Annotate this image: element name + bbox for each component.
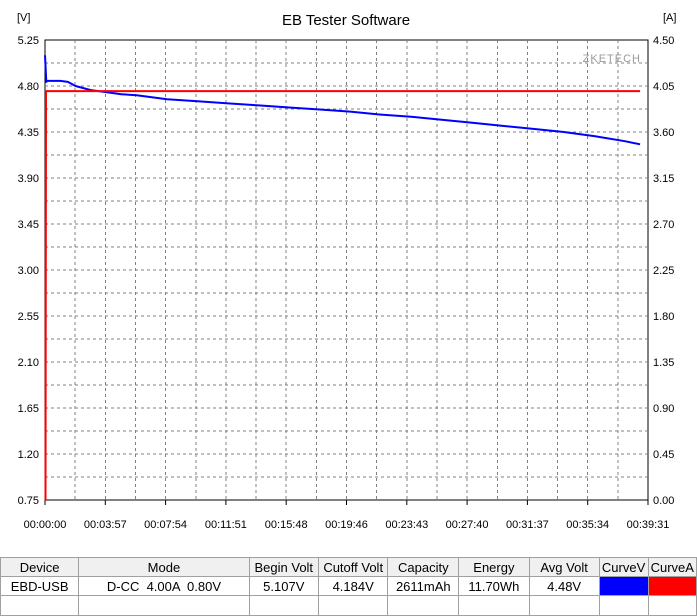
curve-v-swatch[interactable] — [600, 577, 648, 595]
y-right-tick-label: 0.45 — [653, 449, 674, 461]
right-axis-ticks: 4.50 4.05 3.60 3.15 2.70 2.25 1.80 1.35 0.90 0.45… — [653, 35, 674, 507]
y-right-tick-label: 4.05 — [653, 81, 674, 93]
y-right-tick-label: 1.80 — [653, 311, 674, 323]
x-tick-label: 00:27:40 — [446, 519, 489, 531]
results-header-row: Device Mode Begin Volt Cutoff Volt Capac… — [0, 557, 697, 577]
series-line-curvea — [44, 90, 641, 501]
empty-cell — [248, 595, 319, 616]
y-left-tick-label: 1.20 — [18, 449, 39, 461]
results-table: Device Mode Begin Volt Cutoff Volt Capac… — [0, 557, 697, 616]
x-tick-label: 00:03:57 — [84, 519, 127, 531]
header-device: Device — [0, 557, 80, 577]
y-left-tick-label: 0.75 — [18, 495, 39, 507]
y-left-tick-label: 4.80 — [18, 81, 39, 93]
y-right-tick-label: 4.50 — [653, 35, 674, 47]
x-tick-label: 00:11:51 — [205, 519, 247, 531]
header-curve-a: CurveA — [647, 557, 697, 577]
empty-cell — [78, 595, 250, 616]
empty-cell — [387, 595, 460, 616]
empty-cell — [458, 595, 530, 616]
x-tick-label: 00:23:43 — [385, 519, 428, 531]
header-cutoff-volt: Cutoff Volt — [317, 557, 389, 577]
results-data-row[interactable]: EBD-USB D-CC 4.00A 0.80V 5.107V 4.184V 2… — [0, 576, 697, 596]
chart-title: EB Tester Software — [282, 12, 410, 29]
y-left-tick-label: 4.35 — [18, 127, 39, 139]
empty-cell — [647, 595, 697, 616]
y-right-tick-label: 1.35 — [653, 357, 674, 369]
x-tick-label: 00:07:54 — [144, 519, 187, 531]
series-line-curvev — [44, 55, 641, 146]
empty-cell — [528, 595, 600, 616]
eb-tester-chart: EB Tester Software [V] [A] 5.25 4.80 4.35 3… — [17, 12, 676, 531]
y-right-tick-label: 0.00 — [653, 495, 674, 507]
header-curve-v: CurveV — [598, 557, 649, 577]
cell-mode: D-CC 4.00A 0.80V — [78, 576, 250, 596]
y-right-tick-label: 2.70 — [653, 219, 674, 231]
series-layer — [44, 55, 641, 501]
y-left-tick-label: 5.25 — [18, 35, 39, 47]
cell-curve-v-color[interactable] — [598, 576, 649, 596]
empty-cell — [317, 595, 389, 616]
left-axis-ticks: 5.25 4.80 4.35 3.90 3.45 3.00 2.55 2.10 1.65 1.20… — [18, 35, 39, 507]
y-left-tick-label: 2.10 — [18, 357, 39, 369]
y-left-tick-label: 1.65 — [18, 403, 39, 415]
empty-cell — [0, 595, 80, 616]
y-left-tick-label: 3.90 — [18, 173, 39, 185]
y-left-tick-label: 3.45 — [18, 219, 39, 231]
x-axis-ticks: 00:00:00 00:03:57 00:07:54 00:11:51 00:15:48… — [24, 500, 670, 531]
y-right-tick-label: 3.15 — [653, 173, 674, 185]
x-tick-label: 00:00:00 — [24, 519, 67, 531]
y-left-tick-label: 2.55 — [18, 311, 39, 323]
header-mode: Mode — [78, 557, 250, 577]
y-right-tick-label: 0.90 — [653, 403, 674, 415]
header-begin-volt: Begin Volt — [248, 557, 319, 577]
x-tick-label: 00:19:46 — [325, 519, 368, 531]
cell-device: EBD-USB — [0, 576, 80, 596]
x-tick-label: 00:15:48 — [265, 519, 308, 531]
horizontal-grid — [45, 62, 648, 478]
y-right-unit: [A] — [663, 12, 676, 24]
cell-avg-volt: 4.48V — [528, 576, 600, 596]
y-left-unit: [V] — [17, 12, 30, 24]
cell-cutoff-volt: 4.184V — [317, 576, 389, 596]
y-right-tick-label: 3.60 — [653, 127, 674, 139]
curve-a-swatch[interactable] — [649, 577, 696, 595]
cell-energy: 11.70Wh — [458, 576, 530, 596]
results-empty-row — [0, 595, 697, 616]
cell-curve-a-color[interactable] — [647, 576, 697, 596]
empty-cell — [598, 595, 649, 616]
cell-begin-volt: 5.107V — [248, 576, 319, 596]
cell-capacity: 2611mAh — [387, 576, 460, 596]
y-right-tick-label: 2.25 — [653, 265, 674, 277]
x-tick-label: 00:31:37 — [506, 519, 549, 531]
header-avg-volt: Avg Volt — [528, 557, 600, 577]
header-capacity: Capacity — [387, 557, 460, 577]
y-left-tick-label: 3.00 — [18, 265, 39, 277]
x-tick-label: 00:39:31 — [627, 519, 670, 531]
x-tick-label: 00:35:34 — [566, 519, 609, 531]
zketech-watermark: ZKETECH — [583, 53, 641, 65]
header-energy: Energy — [458, 557, 530, 577]
